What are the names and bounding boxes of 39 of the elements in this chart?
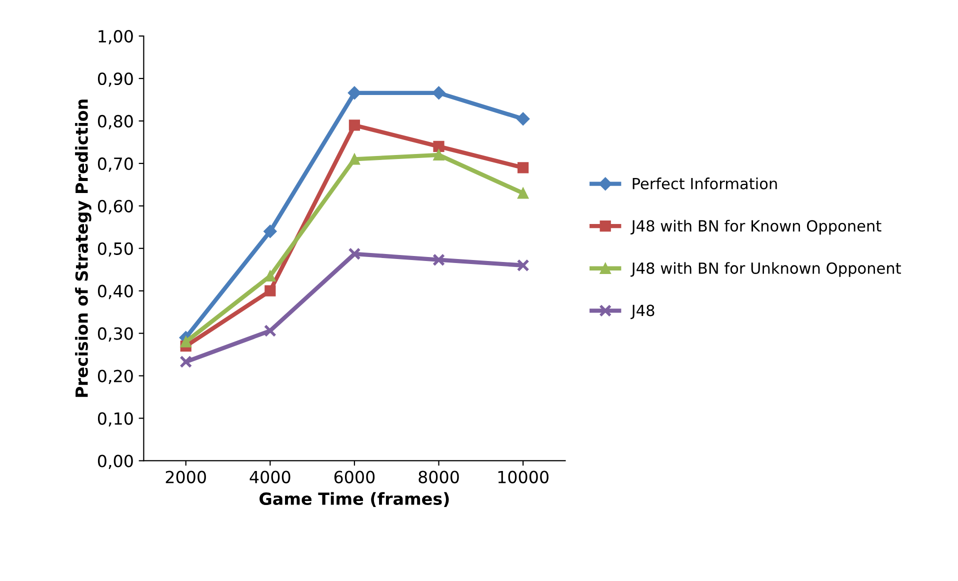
point [348, 120, 360, 131]
point [432, 86, 446, 100]
point [264, 224, 277, 238]
point [348, 154, 360, 165]
x-tick-label: 6000 [334, 470, 375, 484]
legend-label: Perfect Information [632, 178, 777, 190]
x-axis-title: Game Time (frames) [260, 492, 449, 508]
y-tick-label: 0,20 [98, 370, 133, 384]
x-tick-label: 2000 [166, 470, 206, 484]
y-tick-label: 0,50 [98, 242, 133, 257]
y-tick-label: 0,30 [98, 327, 133, 342]
x-tick-label: 8000 [418, 470, 459, 484]
point [516, 259, 530, 272]
point [264, 285, 276, 296]
point [180, 356, 192, 368]
y-tick-label: 1,00 [98, 30, 133, 44]
y-tick-label: 0,10 [98, 412, 133, 427]
y-tick-label: 0,80 [98, 114, 133, 130]
point [518, 162, 529, 174]
y-axis-title: Precision of Strategy Prediction [75, 100, 92, 397]
y-tick-label: 0,00 [98, 454, 133, 470]
x-tick-label: 4000 [250, 470, 290, 484]
x-tick-label: 10000 [498, 470, 548, 484]
y-tick-label: 0,60 [98, 200, 133, 214]
y-tick-label: 0,40 [98, 284, 133, 300]
point [348, 86, 362, 100]
point [433, 149, 444, 160]
point [516, 112, 530, 126]
point [433, 140, 444, 152]
legend-label: J48 [630, 304, 654, 320]
legend-label: J48 with BN for Unknown Opponent [630, 262, 901, 277]
y-tick-label: 0,70 [98, 157, 133, 172]
point [518, 188, 529, 199]
point [180, 336, 192, 348]
y-tick-label: 0,90 [98, 72, 133, 87]
point [432, 254, 446, 266]
point [348, 248, 361, 260]
point [264, 324, 276, 338]
legend-label: J48 with BN for Known Opponent [630, 220, 882, 235]
